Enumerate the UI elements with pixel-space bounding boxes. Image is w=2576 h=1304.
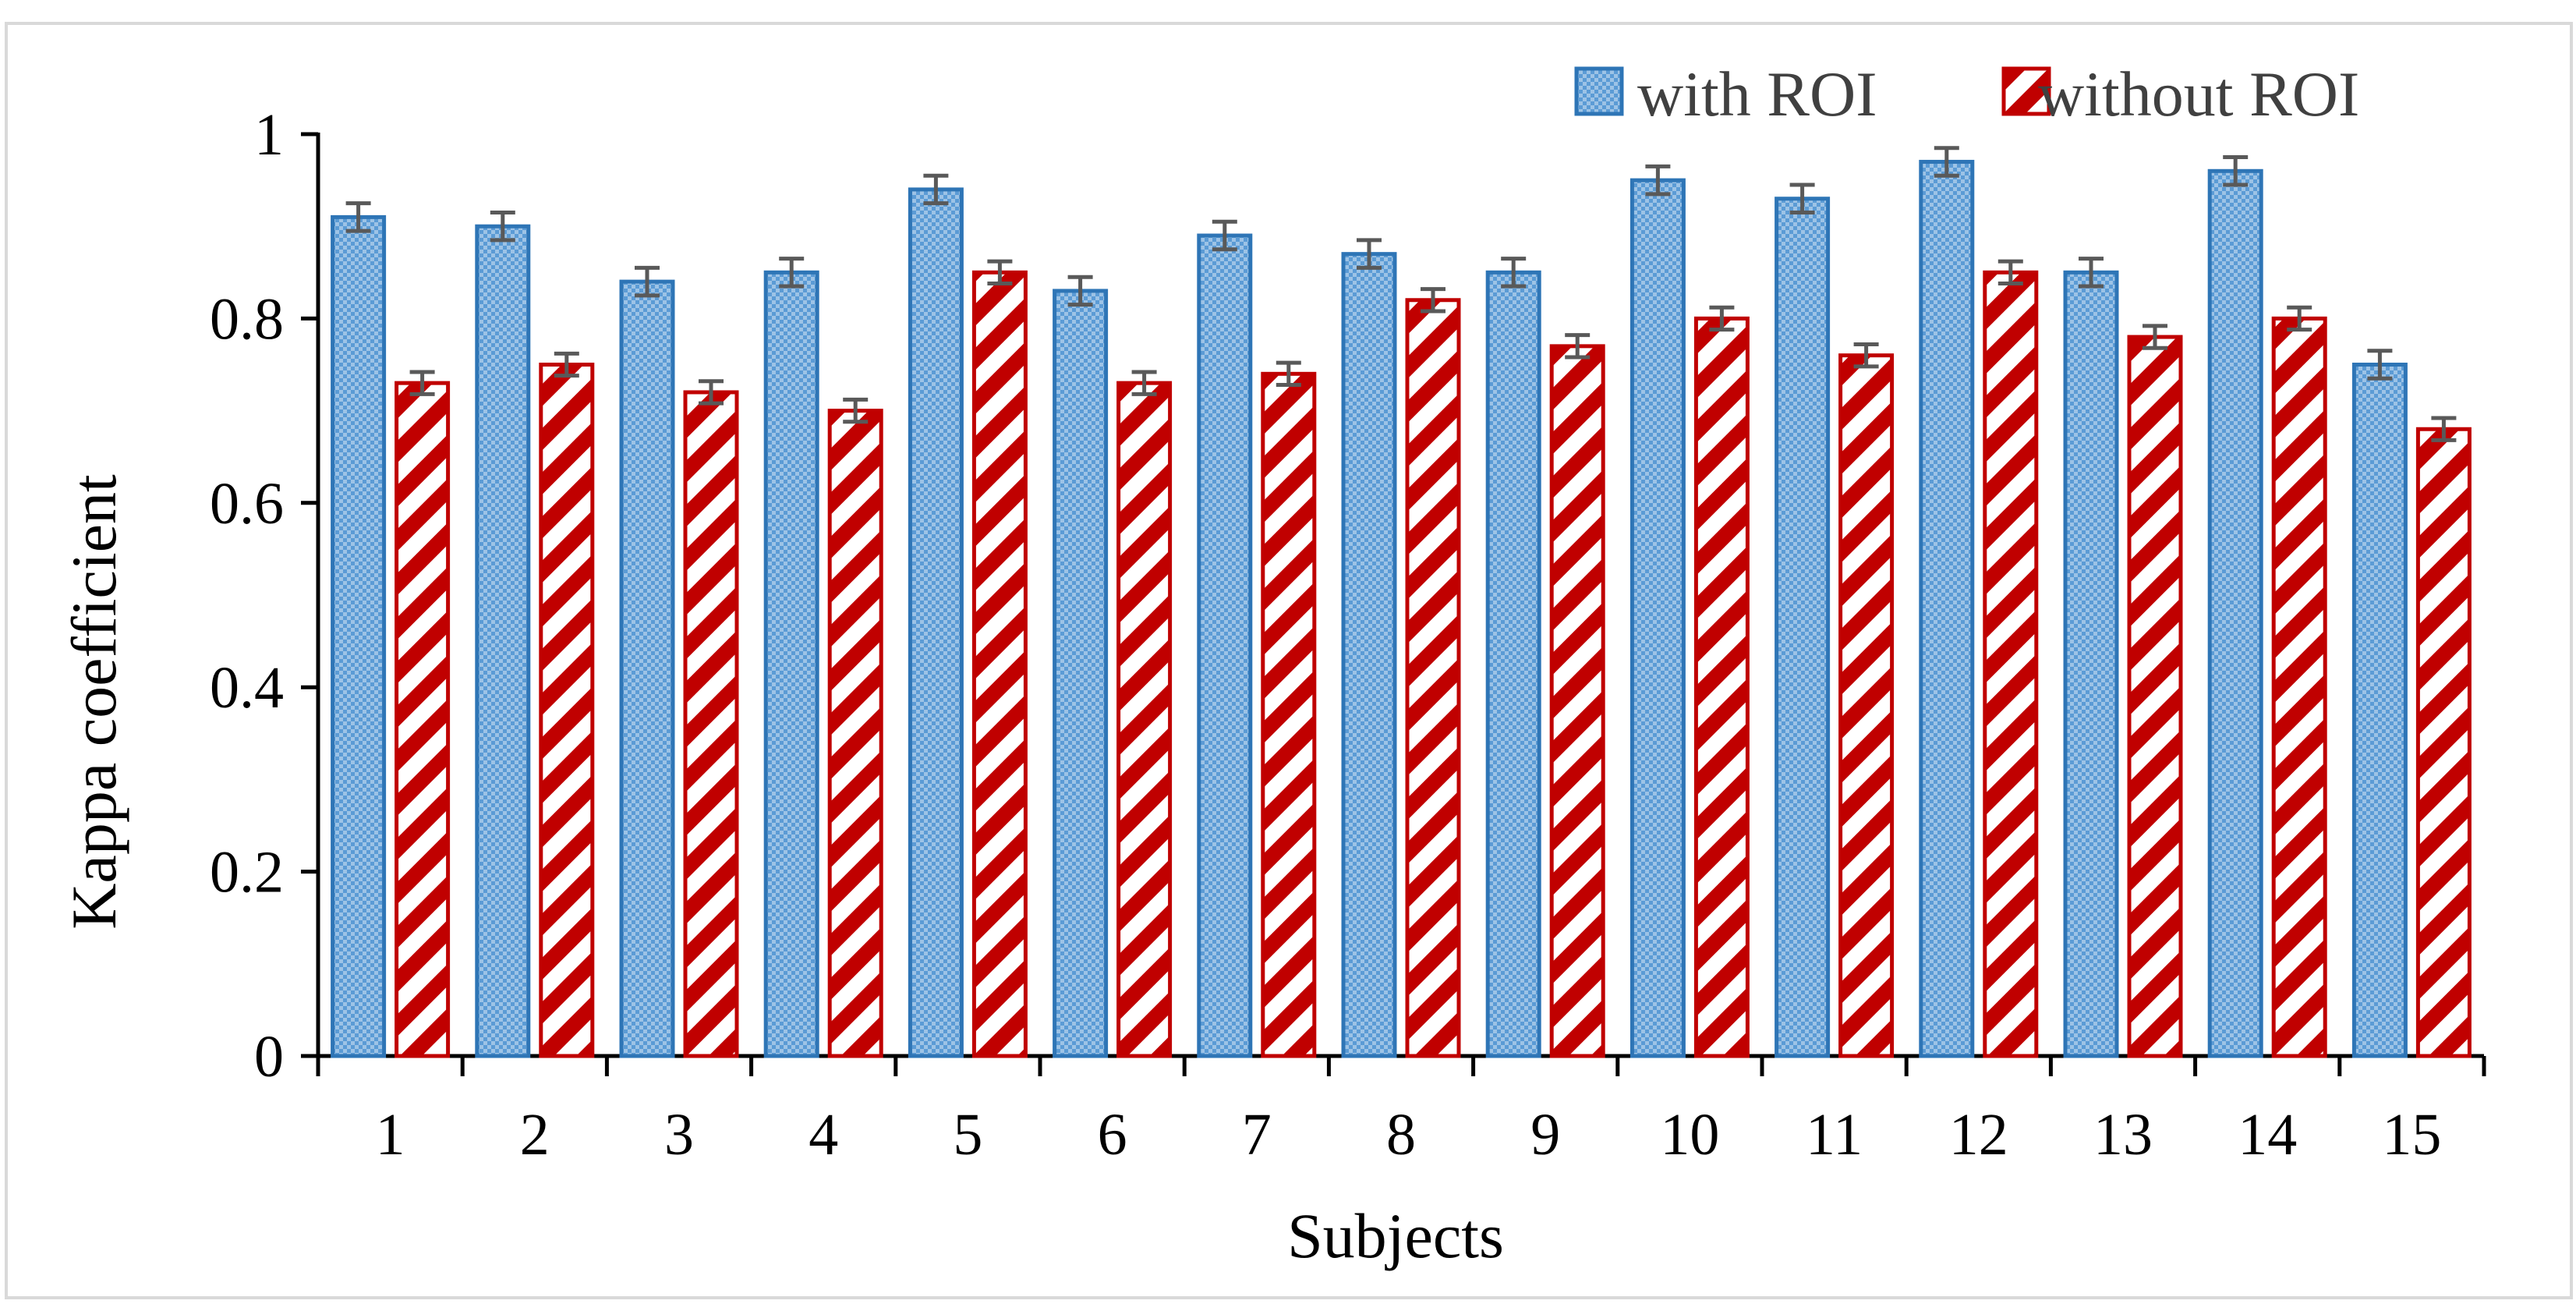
error-bar [1789, 182, 1815, 214]
bar-with-roi [1341, 252, 1397, 1058]
x-axis: 1 2 3 4 5 6 7 8 9 10 11 12 13 14 15 [316, 1054, 2486, 1168]
bar-without-roi [1261, 371, 1317, 1058]
legend-swatch-with-roi [1574, 66, 1624, 116]
y-tick-label: 0.4 [210, 655, 284, 721]
error-bar [2079, 257, 2104, 289]
bar-without-roi [2415, 427, 2472, 1058]
legend-swatch-without-roi [2001, 66, 2051, 116]
error-bar [2367, 349, 2393, 381]
x-tick-label: 3 [664, 1102, 694, 1168]
bar-with-roi [908, 187, 964, 1058]
bar-without-roi [2127, 335, 2183, 1058]
error-bar [2431, 416, 2457, 442]
error-bar [2287, 305, 2312, 332]
error-bar [1997, 259, 2023, 285]
y-tick-label: 0.2 [210, 840, 284, 905]
error-bar [345, 201, 371, 233]
bar-with-roi [1485, 270, 1541, 1058]
bar-with-roi [1919, 159, 1975, 1058]
x-tick-label: 12 [1949, 1102, 2008, 1168]
error-bar [490, 210, 515, 243]
bar-without-roi [539, 363, 595, 1058]
y-tick-label: 1 [254, 102, 284, 168]
x-tick-label: 13 [2093, 1102, 2153, 1168]
y-tick-label: 0.8 [210, 286, 284, 352]
x-tick-label: 15 [2382, 1102, 2441, 1168]
error-bar [2223, 155, 2249, 187]
error-bars [345, 146, 2457, 442]
y-axis: 0 0.2 0.4 0.6 0.8 1 [210, 102, 320, 1090]
x-tick-label: 1 [376, 1102, 405, 1168]
bar-with-roi [2063, 270, 2119, 1058]
error-bar [1853, 342, 1879, 369]
bar-without-roi [2271, 316, 2327, 1058]
x-tick-label: 9 [1530, 1102, 1560, 1168]
bar-with-roi [2207, 168, 2263, 1058]
x-tick-label: 8 [1386, 1102, 1416, 1168]
legend: with ROI without ROI [1574, 58, 2359, 129]
bar-with-roi [619, 279, 675, 1058]
bar-with-roi [1053, 289, 1109, 1058]
y-tick-label: 0 [254, 1024, 284, 1090]
error-bar [1565, 333, 1591, 360]
chart-frame [5, 22, 2573, 1299]
y-tick-label: 0.6 [210, 471, 284, 537]
error-bar [1357, 238, 1382, 270]
bar-with-roi [475, 224, 531, 1058]
x-tick-label: 14 [2238, 1102, 2297, 1168]
bar-with-roi [1629, 178, 1686, 1058]
error-bar [1276, 360, 1301, 388]
error-bar [1934, 146, 1959, 178]
bar-without-roi [1693, 316, 1750, 1058]
error-bar [1067, 275, 1093, 307]
error-bar [843, 397, 869, 424]
bar-without-roi [827, 409, 883, 1058]
bar-without-roi [395, 381, 451, 1058]
error-bar [779, 257, 805, 289]
bar-without-roi [1116, 381, 1173, 1058]
bar-without-roi [1405, 298, 1461, 1058]
bar-with-roi [1197, 233, 1253, 1058]
x-tick-label: 5 [953, 1102, 982, 1168]
bar-with-roi [1775, 197, 1831, 1058]
x-tick-label: 6 [1098, 1102, 1127, 1168]
bar-without-roi [1838, 353, 1895, 1058]
bar-without-roi [1983, 270, 2039, 1058]
error-bar [1131, 370, 1157, 396]
error-bar [1645, 164, 1671, 197]
x-axis-title: Subjects [1287, 1200, 1504, 1271]
error-bar [699, 379, 724, 406]
bar-with-roi [331, 214, 387, 1058]
bar-without-roi [1549, 344, 1605, 1058]
error-bar [2143, 324, 2167, 350]
bar-with-roi [763, 270, 819, 1058]
x-tick-label: 4 [809, 1102, 838, 1168]
legend-label-with-roi: with ROI [1637, 58, 1877, 129]
error-bar [923, 173, 949, 206]
x-tick-label: 11 [1806, 1102, 1863, 1168]
x-tick-label: 2 [520, 1102, 550, 1168]
x-tick-label: 10 [1660, 1102, 1719, 1168]
bar-without-roi [971, 270, 1028, 1058]
error-bar [1212, 219, 1237, 252]
error-bar [554, 351, 579, 378]
error-bar [1709, 305, 1735, 332]
bars [331, 159, 2472, 1058]
x-tick-label: 7 [1242, 1102, 1272, 1168]
bar-with-roi [2351, 363, 2408, 1058]
legend-label-without-roi: without ROI [2038, 58, 2359, 129]
error-bar [1421, 287, 1445, 314]
error-bar [987, 259, 1013, 285]
error-bar [1501, 257, 1527, 289]
bar-without-roi [683, 390, 739, 1058]
y-axis-title: Kappa coefficient [58, 474, 129, 930]
error-bar [409, 370, 435, 396]
error-bar [635, 265, 660, 298]
